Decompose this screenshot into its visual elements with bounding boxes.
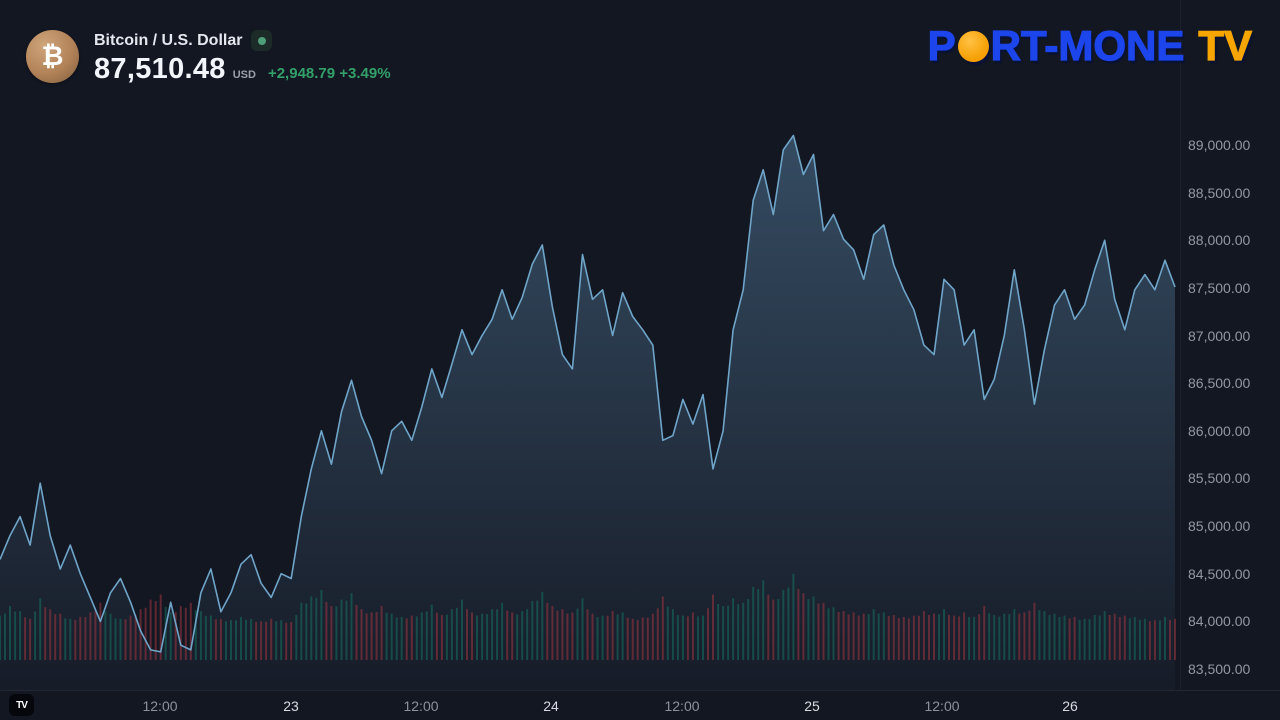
currency-label: USD <box>232 69 256 81</box>
price-axis-label: 89,000.00 <box>1188 137 1251 153</box>
bitcoin-icon: ₿ <box>26 30 79 83</box>
brand-letters-tv: TV <box>1198 21 1253 69</box>
tradingview-attribution-logo[interactable]: TV <box>9 694 34 716</box>
brand-orange-o-icon <box>957 30 989 62</box>
price-axis-label: 86,000.00 <box>1188 422 1251 439</box>
brand-letters-rtmone: RT-MONE <box>990 21 1185 69</box>
price-axis-label: 85,000.00 <box>1188 518 1251 535</box>
price-axis-label: 85,500.00 <box>1188 470 1251 487</box>
price-axis-label: 88,000.00 <box>1188 232 1251 249</box>
price-axis-label: 88,500.00 <box>1188 184 1251 201</box>
time-axis-label: 26 <box>1062 698 1078 714</box>
volume-bars <box>0 574 1176 660</box>
price-axis[interactable]: 89,000.00 88,500.00 88,000.00 87,500.00 87,0… <box>1180 0 1280 690</box>
time-axis-label: 12:00 <box>142 698 178 714</box>
brand-letter-p: P <box>927 21 956 69</box>
time-axis-label: 23 <box>283 698 299 714</box>
price-chart-canvas[interactable] <box>0 0 1180 690</box>
time-axis-label: 12:00 <box>924 698 960 714</box>
price-line <box>0 134 1176 653</box>
time-axis-label: 25 <box>804 698 820 714</box>
price-axis-label: 84,500.00 <box>1188 565 1251 582</box>
price-axis-label: 84,000.00 <box>1188 613 1251 630</box>
price-axis-label: 83,500.00 <box>1188 661 1251 677</box>
market-status-badge[interactable] <box>251 30 273 51</box>
symbol-title: Bitcoin / U.S. Dollar <box>94 31 243 49</box>
price-axis-label: 86,500.00 <box>1188 375 1251 392</box>
price-change: +2,948.79 +3.49% <box>267 65 391 82</box>
tradingview-logo-text: TV <box>16 699 28 711</box>
price-axis-label: 87,000.00 <box>1188 327 1251 344</box>
time-axis-label: 12:00 <box>664 698 700 714</box>
symbol-header: ₿ Bitcoin / U.S. Dollar 87,510.48 USD +2… <box>26 30 391 86</box>
time-axis-label: 12:00 <box>403 698 439 714</box>
time-axis[interactable]: 12:00 23 12:00 24 12:00 25 12:00 26 <box>0 690 1280 720</box>
price-area <box>0 135 1175 690</box>
market-open-dot-icon <box>257 36 266 45</box>
time-axis-label: 24 <box>543 698 559 714</box>
portmone-tv-logo: P RT-MONE TV <box>927 21 1253 70</box>
current-price: 87,510.48 <box>94 53 226 85</box>
price-axis-label: 87,500.00 <box>1188 279 1251 296</box>
symbol-info: Bitcoin / U.S. Dollar 87,510.48 USD +2,9… <box>94 30 391 86</box>
bitcoin-symbol-glyph: ₿ <box>41 41 64 72</box>
